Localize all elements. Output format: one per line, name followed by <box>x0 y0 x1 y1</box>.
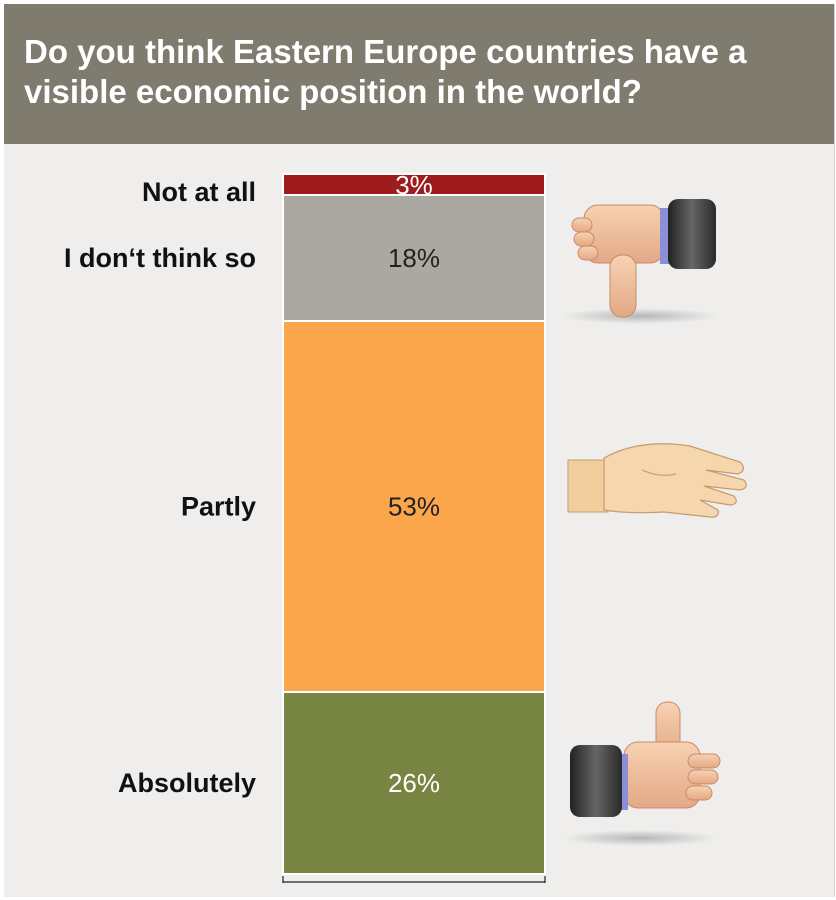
category-labels: Not at all I don‘t think so Partly Absolute… <box>64 177 256 798</box>
bar-segment-i-don-t-think-so <box>282 194 546 322</box>
category-label-not-at-all: Not at all <box>142 177 256 207</box>
header-banner: Do you think Eastern Europe countries ha… <box>4 4 834 144</box>
value-labels: 3% 18% 53% 26% <box>388 170 440 798</box>
category-label-partly: Partly <box>181 492 256 522</box>
value-label-not-at-all: 3% <box>395 170 433 200</box>
bar-segment-absolutely <box>282 691 546 875</box>
bars <box>282 173 546 875</box>
category-label-i-don-t-think-so: I don‘t think so <box>64 243 256 273</box>
page-title: Do you think Eastern Europe countries ha… <box>24 33 747 110</box>
flat-hand-icon <box>567 443 747 518</box>
value-label-partly: 53% <box>388 492 440 522</box>
value-label-absolutely: 26% <box>388 768 440 798</box>
thumbs-down-icon <box>562 199 718 324</box>
thumbs-up-icon <box>562 701 721 846</box>
value-label-i-don-t-think-so: 18% <box>388 243 440 273</box>
category-label-absolutely: Absolutely <box>118 768 256 798</box>
bar-segment-partly <box>282 320 546 693</box>
x-axis <box>282 876 546 883</box>
